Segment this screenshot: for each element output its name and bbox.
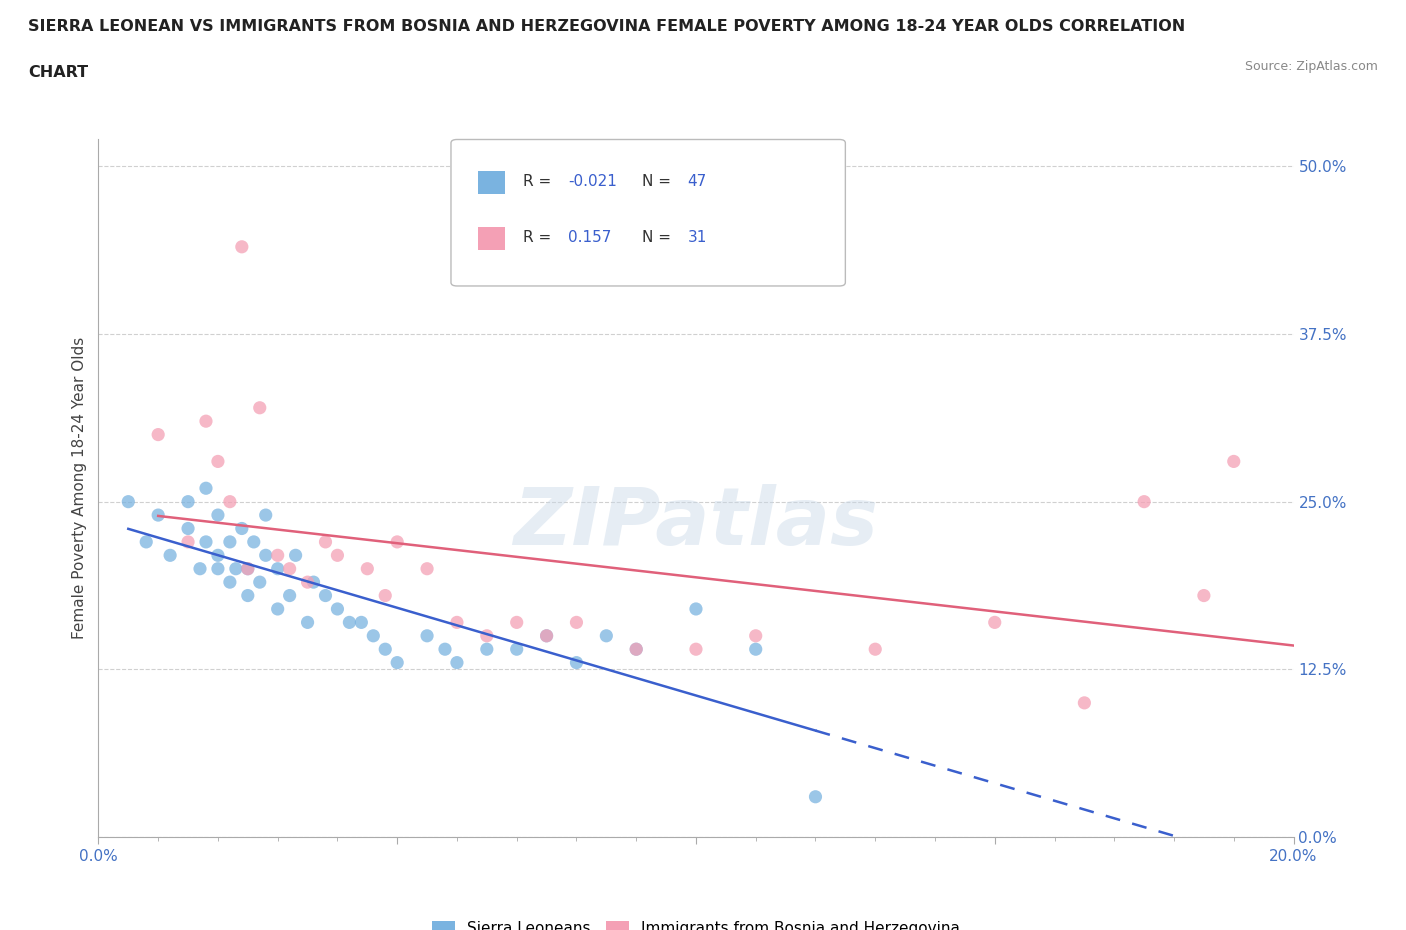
Point (446, 615, 468, 630)
Point (385, 535, 409, 550)
Text: N =: N = (643, 230, 676, 245)
Point (148, 508, 170, 523)
Point (159, 548, 181, 563)
Point (194, 535, 218, 550)
Point (326, 602, 349, 617)
Point (254, 508, 277, 523)
Point (565, 615, 588, 630)
Point (297, 575, 319, 590)
Point (624, 642, 647, 657)
Point (595, 629, 617, 644)
Text: SIERRA LEONEAN VS IMMIGRANTS FROM BOSNIA AND HERZEGOVINA FEMALE POVERTY AMONG 18: SIERRA LEONEAN VS IMMIGRANTS FROM BOSNIA… (28, 19, 1185, 33)
Point (207, 454, 229, 469)
Point (624, 642, 647, 657)
Point (177, 494, 200, 509)
Point (374, 588, 396, 603)
Point (297, 615, 319, 630)
Point (219, 535, 242, 550)
Point (254, 548, 277, 563)
Point (148, 427, 170, 442)
Point (804, 790, 827, 804)
Point (207, 562, 229, 577)
Text: R =: R = (523, 174, 555, 189)
Point (506, 615, 529, 630)
Point (745, 629, 768, 644)
Point (315, 535, 337, 550)
Point (1133, 494, 1156, 509)
Text: 31: 31 (688, 230, 707, 245)
Point (983, 615, 1005, 630)
Point (434, 642, 457, 657)
Point (326, 548, 349, 563)
Point (350, 615, 373, 630)
Legend: Sierra Leoneans, Immigrants from Bosnia and Herzegovina: Sierra Leoneans, Immigrants from Bosnia … (426, 914, 966, 930)
Point (446, 655, 468, 670)
FancyBboxPatch shape (451, 140, 845, 286)
Point (219, 494, 242, 509)
Point (117, 494, 139, 509)
Point (236, 588, 259, 603)
Y-axis label: Female Poverty Among 18-24 Year Olds: Female Poverty Among 18-24 Year Olds (72, 338, 87, 640)
Point (1223, 454, 1246, 469)
Point (231, 239, 253, 254)
Point (685, 602, 707, 617)
Point (363, 629, 385, 644)
Point (231, 521, 253, 536)
Point (278, 562, 301, 577)
Point (236, 562, 259, 577)
Point (339, 615, 360, 630)
Point (177, 535, 200, 550)
Text: 0.157: 0.157 (568, 230, 612, 245)
Point (177, 521, 200, 536)
Point (207, 508, 229, 523)
Point (278, 588, 301, 603)
Point (506, 642, 529, 657)
Point (194, 414, 218, 429)
Point (1073, 696, 1095, 711)
Point (249, 400, 271, 415)
Text: R =: R = (523, 230, 555, 245)
Point (135, 535, 157, 550)
Point (194, 481, 218, 496)
Point (865, 642, 887, 657)
Text: 47: 47 (688, 174, 707, 189)
Point (236, 562, 259, 577)
Point (745, 642, 768, 657)
Point (685, 642, 707, 657)
FancyBboxPatch shape (478, 227, 505, 250)
Text: Source: ZipAtlas.com: Source: ZipAtlas.com (1244, 60, 1378, 73)
Point (267, 602, 290, 617)
Point (374, 642, 396, 657)
Point (536, 629, 558, 644)
Text: CHART: CHART (28, 65, 89, 80)
Point (565, 655, 588, 670)
Point (243, 535, 266, 550)
FancyBboxPatch shape (478, 171, 505, 194)
Point (207, 548, 229, 563)
Text: ZIPatlas: ZIPatlas (513, 485, 879, 562)
Point (1192, 588, 1215, 603)
Point (225, 562, 247, 577)
Text: N =: N = (643, 174, 676, 189)
Point (536, 629, 558, 644)
Point (219, 575, 242, 590)
Point (356, 562, 378, 577)
Point (475, 629, 498, 644)
Point (385, 655, 409, 670)
Point (302, 575, 325, 590)
Text: -0.021: -0.021 (568, 174, 617, 189)
Point (416, 629, 439, 644)
Point (249, 575, 271, 590)
Point (475, 642, 498, 657)
Point (267, 562, 290, 577)
Point (188, 562, 211, 577)
Point (267, 548, 290, 563)
Point (284, 548, 307, 563)
Point (315, 588, 337, 603)
Point (416, 562, 439, 577)
